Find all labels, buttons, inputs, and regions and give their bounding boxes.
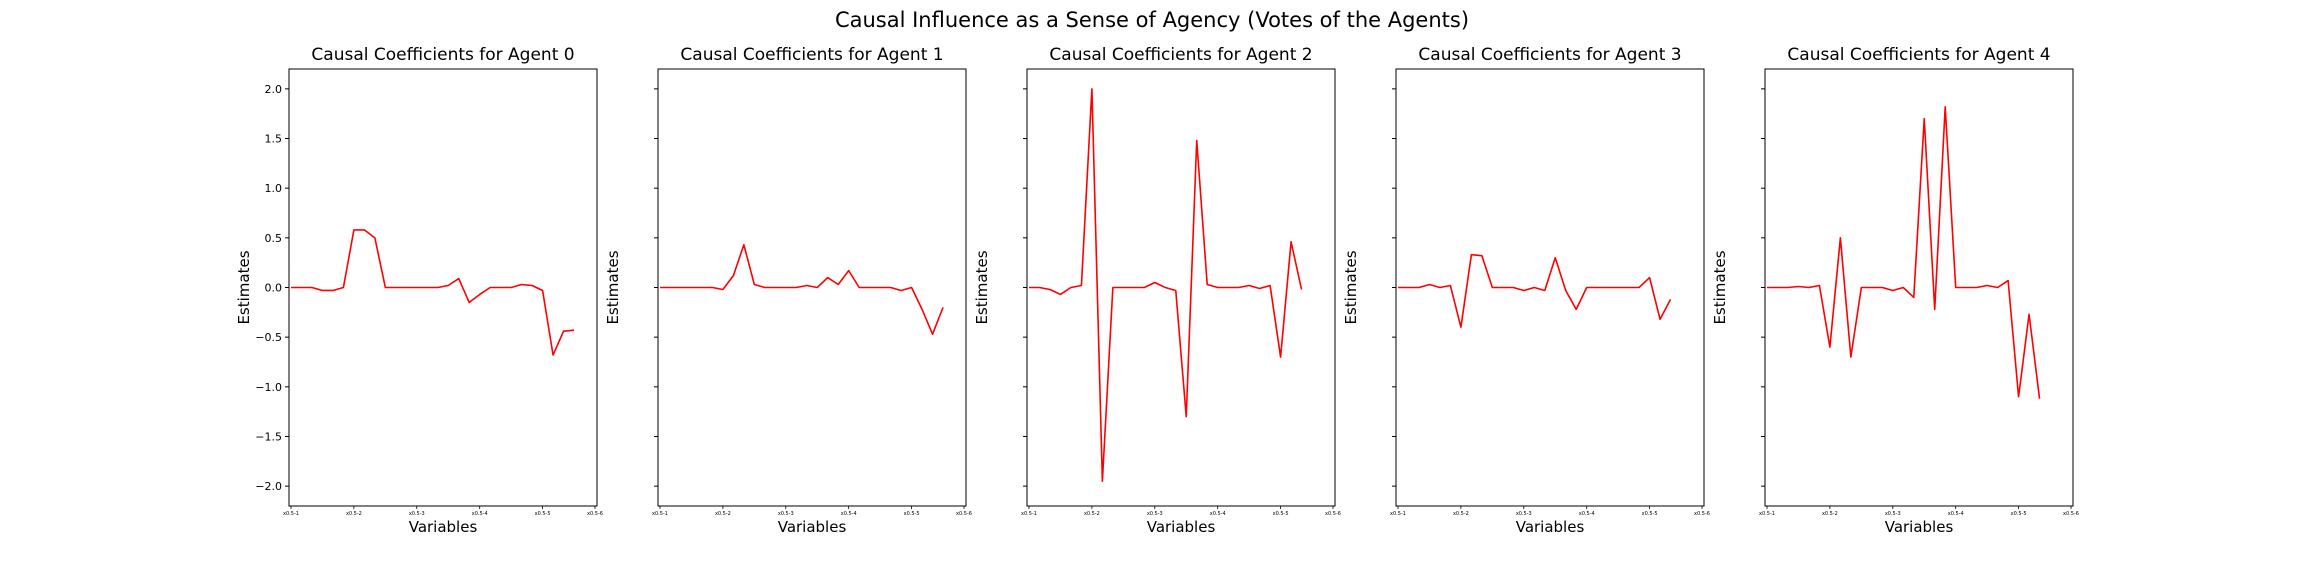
x-tick-label: x0.5-4 (472, 511, 488, 517)
panel-agent-0: Causal Coefficients for Agent 0 Estimates… (235, 45, 603, 536)
x-tick-label: x0.5-6 (587, 511, 603, 517)
x-tick-label: x0.5-4 (1579, 511, 1595, 517)
x-tick-label: x0.5-5 (1642, 511, 1658, 517)
x-tick-label: x0.5-6 (1325, 511, 1341, 517)
x-tick-label: x0.5-2 (715, 511, 731, 517)
panel-agent-3: Causal Coefficients for Agent 3 Estimates… (1342, 45, 1710, 536)
y-tick-label: 1.0 (265, 182, 283, 195)
panel-title: Causal Coefficients for Agent 2 (1049, 45, 1312, 65)
x-tick-label: x0.5-3 (778, 511, 794, 517)
x-tick-label: x0.5-3 (1885, 511, 1901, 517)
y-tick-label: −1.5 (255, 430, 282, 443)
x-tick-label: x0.5-2 (1084, 511, 1100, 517)
x-tick-label: x0.5-1 (1021, 511, 1037, 517)
series-line-agent-2 (1029, 88, 1303, 482)
x-tick-label: x0.5-6 (2063, 511, 2079, 517)
x-tick-label: x0.5-1 (652, 511, 668, 517)
x-axis-label: Variables (1885, 518, 1954, 536)
panels: Causal Coefficients for Agent 0 Estimates… (235, 45, 2079, 536)
y-tick-label: 2.0 (265, 83, 283, 96)
y-axis-label: Estimates (973, 250, 991, 324)
y-axis-label: Estimates (604, 250, 622, 324)
panel-agent-4: Causal Coefficients for Agent 4 Estimates… (1711, 45, 2079, 536)
y-tick-label: −2.0 (255, 480, 282, 493)
x-tick-label: x0.5-4 (1948, 511, 1964, 517)
y-tick-label: 1.5 (265, 133, 283, 146)
series-line-agent-0 (291, 229, 575, 356)
x-tick-label: x0.5-5 (1273, 511, 1289, 517)
x-axis-label: Variables (778, 518, 847, 536)
panel-agent-1: Causal Coefficients for Agent 1 Estimates… (604, 45, 972, 536)
y-tick-label: 0.5 (265, 232, 283, 245)
panel-title: Causal Coefficients for Agent 0 (311, 45, 574, 65)
x-tick-label: x0.5-6 (956, 511, 972, 517)
x-tick-label: x0.5-5 (904, 511, 920, 517)
x-tick-label: x0.5-1 (1759, 511, 1775, 517)
x-tick-label: x0.5-2 (1453, 511, 1469, 517)
x-tick-label: x0.5-6 (1694, 511, 1710, 517)
y-tick-label: −0.5 (255, 331, 282, 344)
x-axis-label: Variables (1147, 518, 1216, 536)
series-line-agent-1 (660, 243, 944, 335)
x-tick-label: x0.5-5 (535, 511, 551, 517)
x-axis-label: Variables (409, 518, 478, 536)
y-axis-label: Estimates (1342, 250, 1360, 324)
y-axis-label: Estimates (1711, 250, 1729, 324)
x-tick-label: x0.5-4 (1210, 511, 1226, 517)
x-tick-label: x0.5-5 (2011, 511, 2027, 517)
x-tick-label: x0.5-3 (409, 511, 425, 517)
panel-title: Causal Coefficients for Agent 1 (680, 45, 943, 65)
y-tick-label: 0.0 (265, 282, 283, 295)
x-tick-label: x0.5-3 (1516, 511, 1532, 517)
series-line-agent-3 (1398, 253, 1672, 329)
x-tick-label: x0.5-1 (1390, 511, 1406, 517)
panel-agent-2: Causal Coefficients for Agent 2 Estimates… (973, 45, 1341, 536)
x-tick-label: x0.5-2 (346, 511, 362, 517)
figure-title: Causal Influence as a Sense of Agency (V… (835, 8, 1469, 32)
x-tick-label: x0.5-2 (1822, 511, 1838, 517)
x-tick-label: x0.5-4 (841, 511, 857, 517)
panel-title: Causal Coefficients for Agent 3 (1418, 45, 1681, 65)
x-tick-label: x0.5-1 (283, 511, 299, 517)
series-line-agent-4 (1767, 105, 2041, 399)
x-axis-label: Variables (1516, 518, 1585, 536)
x-tick-label: x0.5-3 (1147, 511, 1163, 517)
panel-title: Causal Coefficients for Agent 4 (1787, 45, 2050, 65)
y-tick-label: −1.0 (255, 381, 282, 394)
y-axis-label: Estimates (235, 250, 253, 324)
